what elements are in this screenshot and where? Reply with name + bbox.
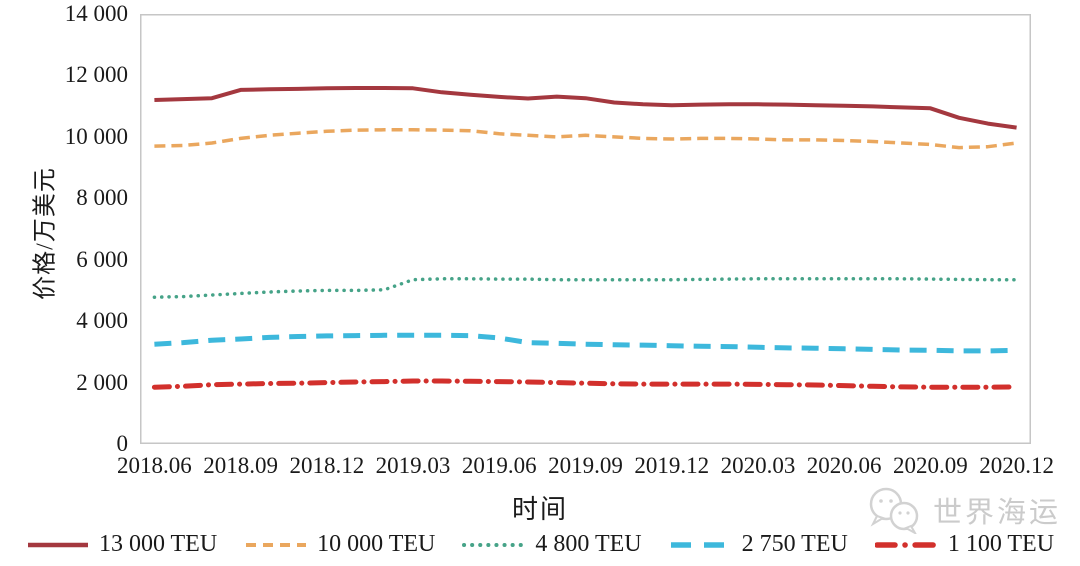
legend-marker <box>246 542 307 547</box>
x-axis-title: 时间 <box>511 495 568 524</box>
x-tick-label: 2020.12 <box>979 453 1054 478</box>
series-line-4 <box>151 378 1020 390</box>
x-tick-label: 2020.03 <box>720 453 796 478</box>
y-tick-label: 8 000 <box>76 185 128 211</box>
x-tick-label: 2020.09 <box>893 453 968 478</box>
y-tick-label: 6 000 <box>76 246 128 272</box>
y-tick-label: 2 000 <box>76 369 128 395</box>
legend-item-0: 13 000 TEU <box>26 531 217 558</box>
legend-marker <box>874 541 939 548</box>
x-tick-label: 2018.06 <box>116 453 192 478</box>
plot-border <box>140 14 1031 444</box>
watermark-text: 世界海运 <box>933 497 1062 529</box>
x-tick-label: 2019.09 <box>548 453 623 478</box>
legend-item-1: 10 000 TEU <box>244 531 435 558</box>
legend-marker <box>462 542 527 547</box>
watermark: 世界海运 <box>864 486 1061 534</box>
legend-item-4: 1 100 TEU <box>874 531 1055 558</box>
x-tick-label: 2018.12 <box>289 453 365 478</box>
legend-label: 2 750 TEU <box>741 531 848 557</box>
series-line-3 <box>154 332 1017 354</box>
plot-area <box>140 14 1031 444</box>
x-tick-label: 2020.06 <box>806 453 882 478</box>
y-tick-label: 0 <box>116 431 129 456</box>
y-axis-title: 价格/万美元 <box>32 167 59 300</box>
series-line-2 <box>152 277 1019 299</box>
y-tick-label: 14 000 <box>64 1 128 26</box>
legend-label: 13 000 TEU <box>98 531 218 557</box>
legend-marker <box>27 542 88 547</box>
x-tick-label: 2019.03 <box>375 453 451 478</box>
legend-item-3: 2 750 TEU <box>669 531 848 558</box>
x-tick-label: 2018.09 <box>203 453 278 478</box>
wechat-logo-icon <box>869 487 919 534</box>
y-tick-label: 10 000 <box>64 123 128 149</box>
series-line-1 <box>154 128 1017 150</box>
legend-label: 10 000 TEU <box>317 531 436 557</box>
legend-item-2: 4 800 TEU <box>462 531 642 558</box>
y-tick-label: 12 000 <box>64 62 128 88</box>
y-tick-label: 4 000 <box>76 308 128 334</box>
x-tick-label: 2019.06 <box>461 453 537 478</box>
legend-marker <box>670 541 731 548</box>
series-line-0 <box>154 86 1017 130</box>
x-tick-label: 2019.12 <box>634 453 710 478</box>
legend: 13 000 TEU 10 000 TEU 4 800 TEU 2 750 TEU 1 … <box>0 531 1080 558</box>
legend-label: 1 100 TEU <box>947 531 1055 557</box>
legend-label: 4 800 TEU <box>535 531 642 557</box>
